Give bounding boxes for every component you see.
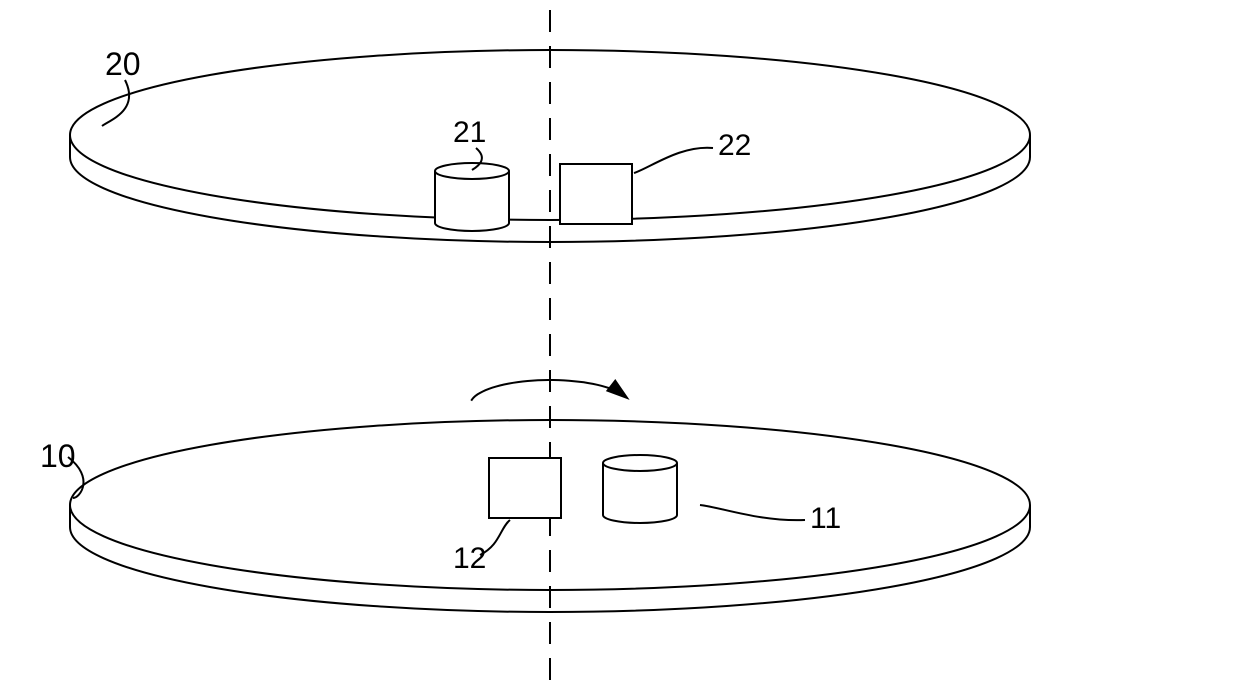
disc-label-top: 20 <box>105 46 141 82</box>
leader-22 <box>634 148 713 173</box>
component-label-12: 12 <box>453 542 486 575</box>
component-11: 11 <box>603 455 841 535</box>
component-label-22: 22 <box>718 129 751 162</box>
disc-top: 20 <box>70 46 1030 242</box>
disc-label-bottom: 10 <box>40 438 76 474</box>
diagram-canvas: 20 10 21 22 12 11 <box>0 0 1239 694</box>
component-22: 22 <box>560 129 751 224</box>
component-21: 21 <box>435 116 509 231</box>
component-12: 12 <box>453 458 561 575</box>
component-label-11: 11 <box>810 502 841 535</box>
leader-11 <box>700 505 805 520</box>
component-label-21: 21 <box>453 116 486 149</box>
